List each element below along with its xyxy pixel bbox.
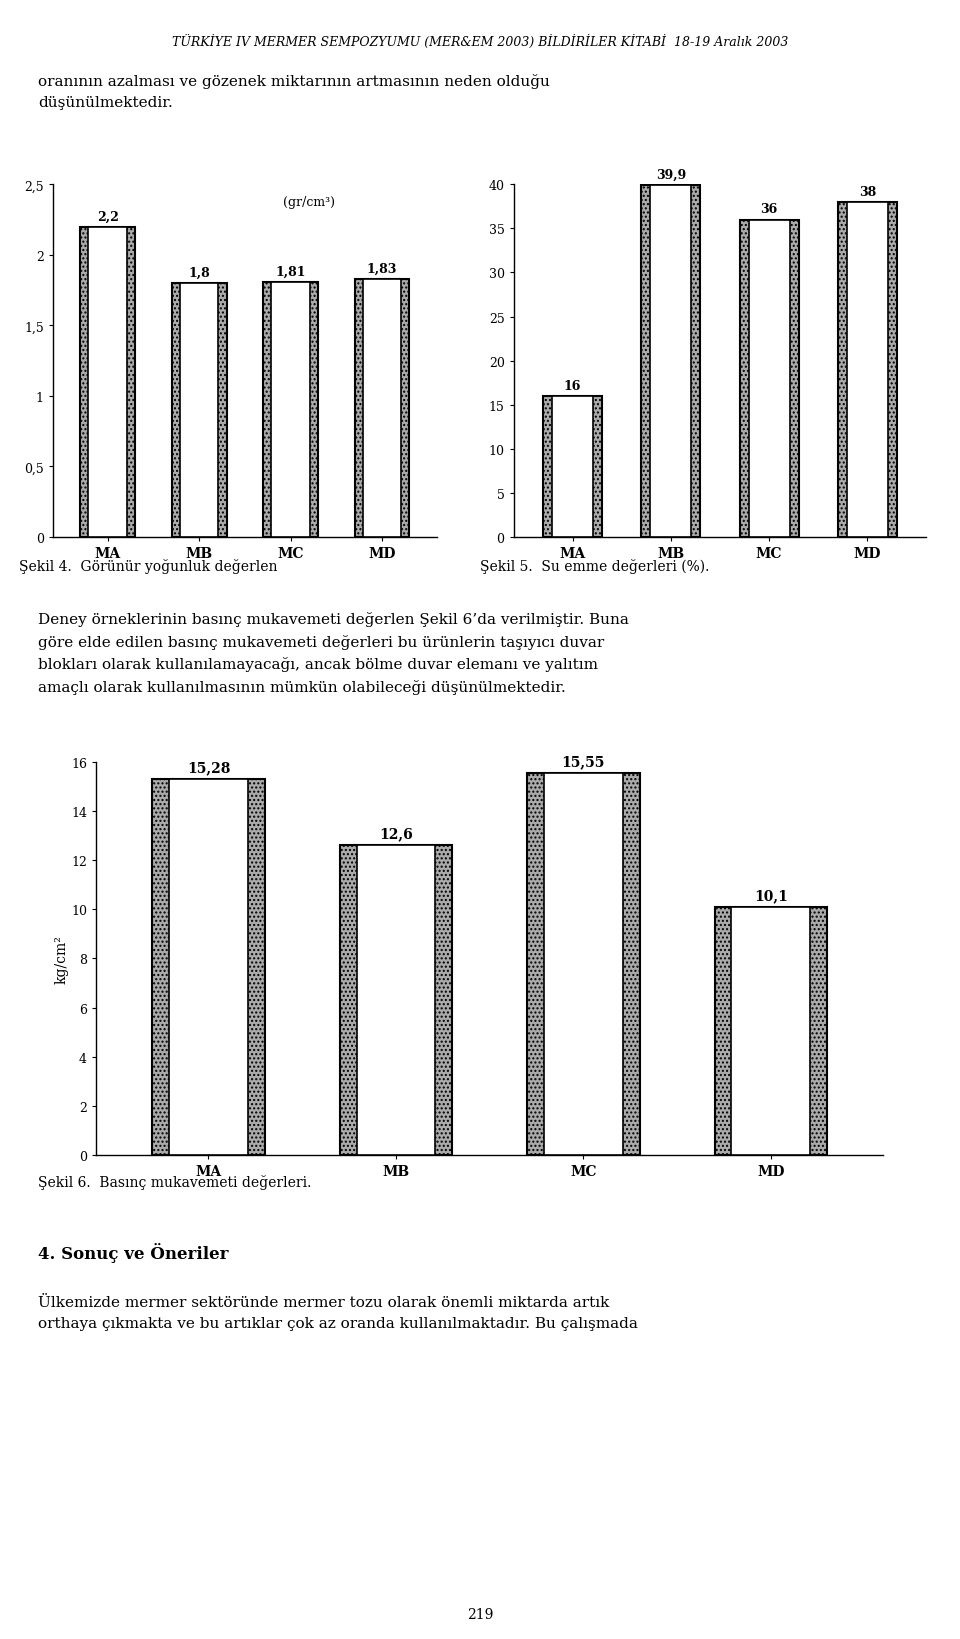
Text: Deney örneklerinin basınç mukavemeti değerlen Şekil 6’da verilmiştir. Buna
göre : Deney örneklerinin basınç mukavemeti değ…: [38, 611, 629, 695]
Bar: [732, 908, 810, 1155]
Text: 219: 219: [467, 1608, 493, 1621]
Bar: [81, 228, 135, 538]
Text: 39,9: 39,9: [656, 169, 686, 182]
Bar: [169, 780, 248, 1155]
Text: Şekil 6.  Basınç mukavemeti değerleri.: Şekil 6. Basınç mukavemeti değerleri.: [38, 1174, 312, 1190]
Text: 12,6: 12,6: [379, 828, 413, 841]
Y-axis label: kg/cm²: kg/cm²: [54, 934, 68, 983]
Bar: [153, 780, 265, 1155]
Bar: [272, 282, 310, 538]
Text: TÜRKİYE IV MERMER SEMPOZYUMU (MER&EM 2003) BİLDİRİLER KİTABİ  18-19 Aralık 2003: TÜRKİYE IV MERMER SEMPOZYUMU (MER&EM 200…: [172, 36, 788, 49]
Bar: [88, 228, 127, 538]
Bar: [552, 397, 593, 538]
Bar: [356, 846, 435, 1155]
Text: 15,55: 15,55: [562, 754, 605, 769]
Text: 1,8: 1,8: [188, 267, 210, 280]
Bar: [749, 221, 790, 538]
Text: (gr/cm³): (gr/cm³): [283, 195, 335, 208]
Text: 16: 16: [564, 379, 581, 392]
Text: Şekil 4.  Görünür yoğunluk değerlen: Şekil 4. Görünür yoğunluk değerlen: [19, 559, 277, 574]
Bar: [543, 397, 602, 538]
Text: Şekil 5.  Su emme değerleri (%).: Şekil 5. Su emme değerleri (%).: [480, 559, 709, 574]
Text: 1,83: 1,83: [367, 262, 397, 275]
Text: 1,81: 1,81: [276, 266, 306, 279]
Bar: [847, 203, 888, 538]
Text: 38: 38: [859, 185, 876, 198]
Bar: [544, 774, 623, 1155]
Bar: [354, 280, 409, 538]
Bar: [527, 774, 639, 1155]
Text: 10,1: 10,1: [754, 888, 788, 903]
Bar: [838, 203, 897, 538]
Text: 4. Sonuç ve Öneriler: 4. Sonuç ve Öneriler: [38, 1242, 228, 1262]
Text: oranının azalması ve gözenek miktarının artmasının neden olduğu
düşünülmektedir.: oranının azalması ve gözenek miktarının …: [38, 74, 550, 110]
Bar: [650, 187, 691, 538]
Bar: [641, 187, 701, 538]
Text: Ülkemizde mermer sektöründe mermer tozu olarak önemli miktarda artık
orthaya çık: Ülkemizde mermer sektöründe mermer tozu …: [38, 1295, 638, 1329]
Bar: [180, 284, 218, 538]
Bar: [172, 284, 227, 538]
Bar: [714, 908, 827, 1155]
Text: 2,2: 2,2: [97, 210, 119, 223]
Bar: [363, 280, 401, 538]
Bar: [263, 282, 318, 538]
Text: 15,28: 15,28: [187, 760, 230, 775]
Bar: [739, 221, 799, 538]
Text: 36: 36: [760, 203, 778, 216]
Bar: [340, 846, 452, 1155]
